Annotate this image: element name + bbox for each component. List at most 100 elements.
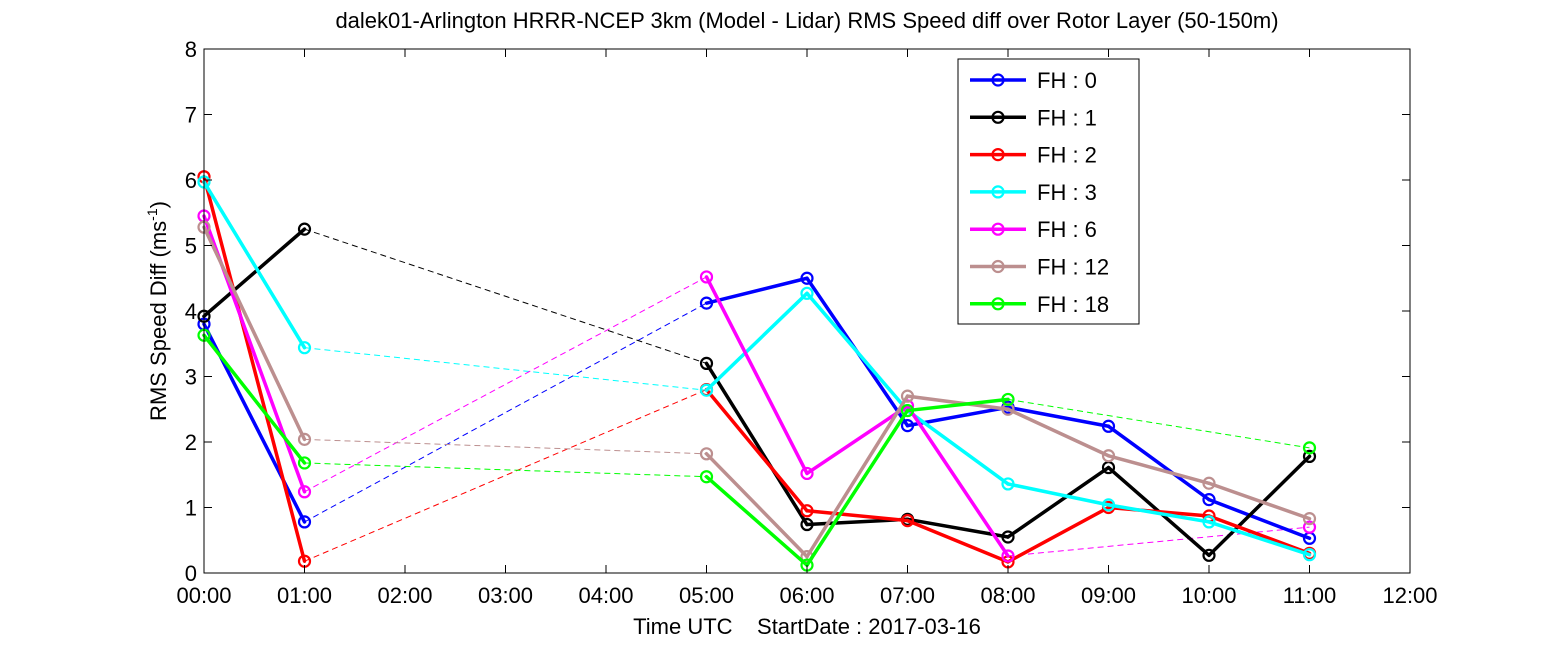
series-segment [704,387,809,513]
plot-area-frame [203,48,1411,574]
series-segment [202,333,307,465]
legend-item: FH : 1 [970,105,1097,130]
x-tick-label: 08:00 [980,583,1035,608]
y-tick-label: 8 [185,37,197,62]
series-fh-4 [197,209,1317,563]
x-tick-label: 10:00 [1181,583,1236,608]
data-point [1001,402,1015,416]
data-point [699,296,714,310]
legend-label: FH : 3 [1037,180,1097,205]
legend-item: FH : 6 [970,217,1097,242]
legend-label: FH : 18 [1037,292,1109,317]
data-point [900,513,915,528]
series-segment [704,474,809,567]
legend: FH : 0 FH : 1 FH : 2 FH : 3 FH : 6 FH : 12 FH … [957,58,1140,325]
data-point [900,389,915,403]
y-tick-label: 1 [185,496,197,521]
y-tick-label: 4 [185,299,197,324]
series-segment [1006,405,1111,429]
legend-item: FH : 18 [970,292,1109,317]
legend-label: FH : 12 [1037,255,1109,280]
legend-label: FH : 0 [1037,68,1097,93]
data-point [699,470,714,484]
series-fh-5 [197,220,1317,564]
y-tick-label: 2 [185,430,197,455]
series-segment [202,174,307,563]
series-segment [1207,454,1312,558]
series-gap-connector [304,302,707,523]
data-point [800,517,814,532]
series-segment [704,361,809,527]
series-gap-connector [1007,526,1310,557]
series-segment [905,408,1010,486]
series-segment [202,225,307,442]
data-point [1101,449,1116,463]
series-gap-connector [304,462,707,478]
series-fh-6 [197,328,1317,572]
series-segment [202,180,307,350]
data-point [1001,477,1015,491]
series-segment [1207,520,1312,557]
series-gap-connector [1007,398,1310,449]
legend-label: FH : 6 [1037,217,1097,242]
x-tick-label: 00:00 [176,583,231,608]
series-segment [1006,505,1111,564]
legend-item: FH : 3 [970,180,1097,205]
series-segment [1106,454,1211,486]
y-tick-label: 7 [185,103,197,128]
legend-items: FH : 0 FH : 1 FH : 2 FH : 3 FH : 6 FH : 12 FH … [970,68,1109,317]
y-axis-label-close: ) [146,201,171,208]
y-tick-label: 6 [185,168,197,193]
x-tick-label: 12:00 [1382,583,1437,608]
data-point [900,403,915,418]
data-point [1302,520,1317,534]
data-point [1001,392,1015,407]
series-segment [1106,503,1211,524]
data-point [1202,476,1216,490]
x-tick-label: 09:00 [1081,583,1136,608]
data-point [699,270,714,284]
series-segment [905,394,1010,411]
legend-item: FH : 0 [970,68,1097,93]
data-point [1101,419,1116,433]
data-point [1202,548,1216,562]
series-gap-connector [304,347,707,391]
y-axis-label-unit-exponent: -1 [144,208,160,221]
x-tick-label: 05:00 [679,583,734,608]
y-tick-label: 5 [185,234,197,259]
series-segment [905,397,1010,413]
data-point [297,341,312,355]
data-point [1302,548,1317,562]
x-tick-label: 02:00 [377,583,432,608]
series-gap-connector [304,389,707,562]
data-point [699,383,714,397]
series-gap-connector [304,276,707,493]
data-point [1001,530,1015,544]
x-tick-label: 04:00 [578,583,633,608]
data-point [1202,493,1216,507]
x-tick-label: 07:00 [880,583,935,608]
x-tick-label: 03:00 [478,583,533,608]
data-point [297,515,312,529]
series-segment [202,227,307,318]
y-tick-label: 0 [185,561,197,586]
chart-title: dalek01-Arlington HRRR-NCEP 3km (Model -… [335,8,1278,33]
legend-marker [991,185,1005,199]
y-axis-label-text: RMS Speed Diff (ms [146,221,171,421]
x-tick-label: 06:00 [779,583,834,608]
legend-item: FH : 2 [970,143,1097,168]
data-point [1302,512,1317,526]
data-point [699,447,714,461]
series-segment [1207,514,1312,556]
data-point [800,286,814,300]
legend-label: FH : 1 [1037,105,1097,130]
data-point [297,485,312,499]
data-point [800,504,814,518]
series-segment [1207,481,1312,521]
data-point [800,271,814,285]
legend-marker [991,259,1005,274]
series-segment [1006,407,1111,458]
series-segment [704,275,809,476]
legend-item: FH : 12 [970,255,1109,280]
